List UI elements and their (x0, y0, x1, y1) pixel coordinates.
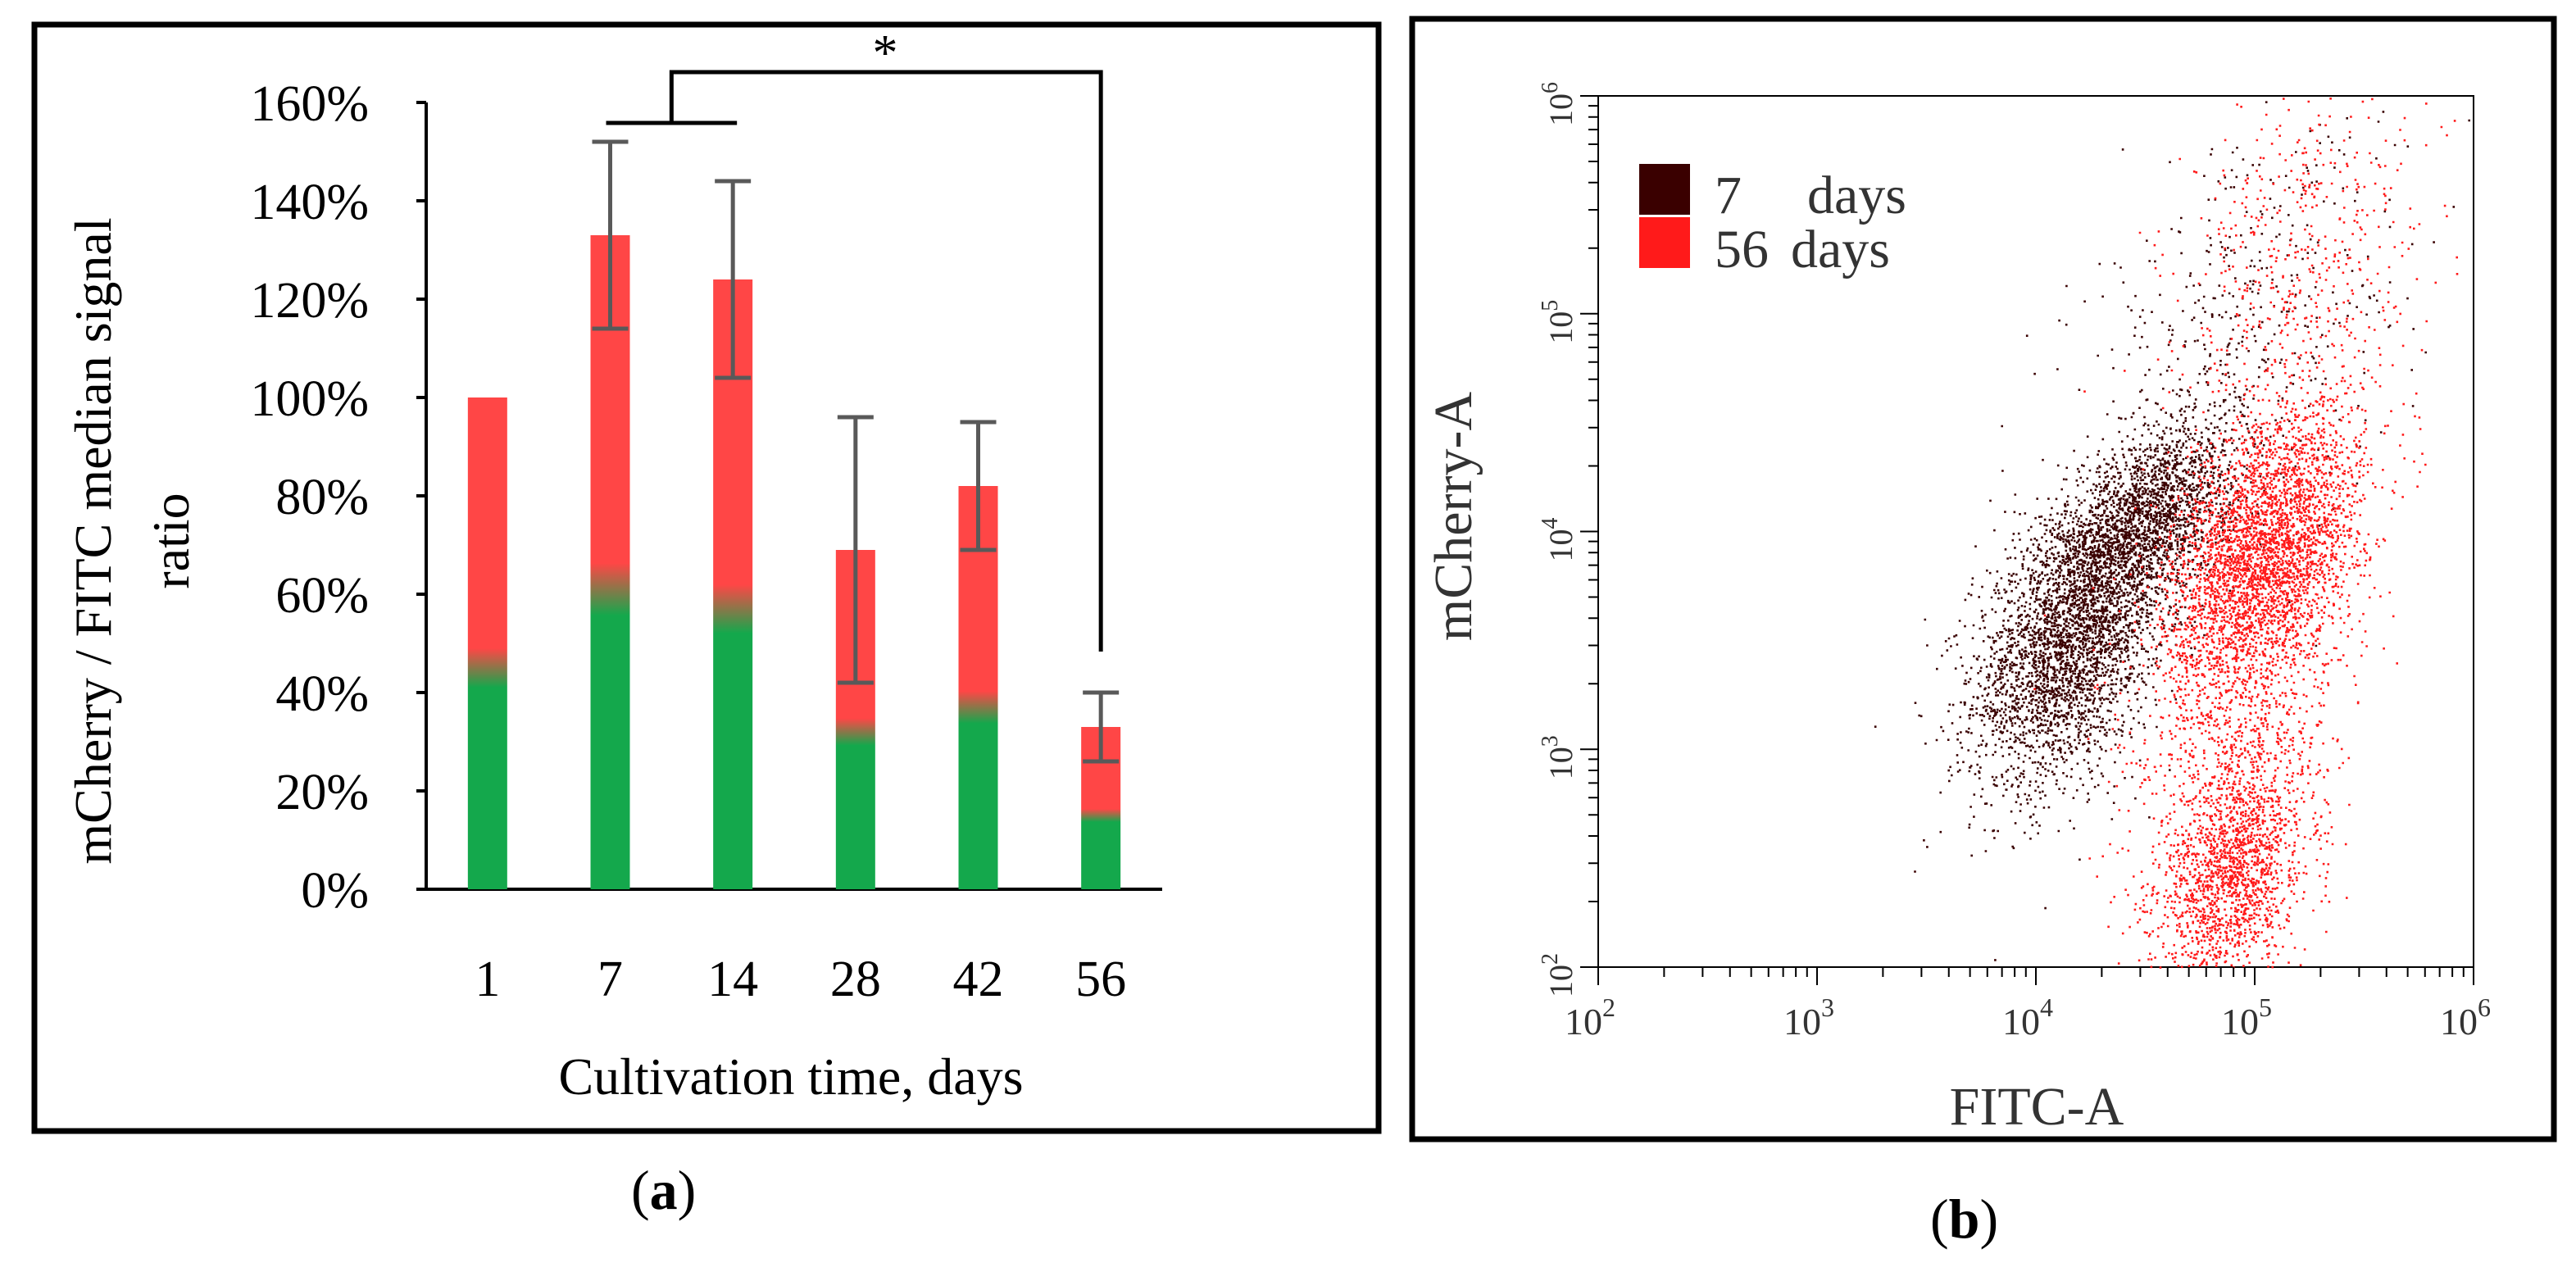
x-tick-label: 28 (830, 952, 881, 1007)
x-tick-label: 56 (1075, 952, 1126, 1007)
legend-7-days-unit: days (1807, 166, 1906, 225)
panel-a: mCherry / FITC median signal ratio Culti… (31, 21, 1382, 1134)
panel-a-caption: (a) (631, 1159, 696, 1221)
x-tick-label: 7 (597, 952, 623, 1007)
bar-day-7 (590, 235, 630, 889)
significance-marker: * (873, 25, 898, 81)
scatter-points (1874, 98, 2470, 969)
panel-a-xlabel: Cultivation time, days (558, 1047, 1023, 1106)
panel-b-caption: (b) (1930, 1188, 1998, 1250)
panel-a-caption-open: ( (631, 1159, 650, 1221)
x-tick-label: 14 (707, 952, 758, 1007)
y-tick-label: 100% (250, 371, 369, 427)
panel-b-caption-close: ) (1979, 1188, 1998, 1250)
legend-7-days-number: 7 (1715, 166, 1742, 225)
legend-56-days-number: 56 (1715, 220, 1769, 279)
bar-day-42 (958, 486, 998, 889)
y-tick-label: 140% (250, 175, 369, 230)
y-tick-label: 105 (1538, 300, 1579, 344)
panel-b-caption-letter: b (1949, 1188, 1980, 1250)
panel-a-frame (31, 21, 1382, 1134)
y-tick-label: 104 (1538, 518, 1579, 562)
scatter-points-path (1874, 101, 2470, 961)
panel-a-caption-letter: a (650, 1159, 678, 1221)
series-7-days (1874, 101, 2470, 961)
legend-swatch-7-days (1639, 164, 1690, 215)
x-tick-label: 103 (1783, 993, 1834, 1043)
y-tick-label: 120% (250, 273, 369, 329)
y-tick-label: 160% (250, 76, 369, 132)
series-56-days (2033, 98, 2459, 969)
y-tick-label: 102 (1538, 953, 1579, 997)
legend-label-56-days: 56 days (1715, 220, 1890, 279)
legend-56-days-unit: days (1791, 220, 1890, 279)
legend-swatch-56-days (1639, 217, 1690, 268)
legend: 7 days 56 days (1639, 164, 1906, 279)
y-tick-label: 80% (275, 470, 369, 525)
panel-a-ylabel-line2: ratio (142, 493, 200, 588)
y-tick-label: 103 (1538, 735, 1579, 779)
bar-day-14 (713, 279, 753, 889)
panel-b-xlabel: FITC-A (1950, 1077, 2124, 1137)
panel-b: 102 103 104 105 106 102 103 104 105 106 FITC-A mC… (1409, 16, 2557, 1142)
panel-a-ylabel-line1: mCherry / FITC median signal (64, 217, 122, 864)
x-tick-label: 106 (2440, 993, 2491, 1043)
panel-b-ylabel: mCherry-A (1424, 392, 1483, 642)
significance-bracket (606, 70, 1103, 652)
y-tick-label: 20% (275, 765, 369, 820)
bar-day-1 (467, 397, 507, 889)
x-tick-label: 1 (475, 952, 500, 1007)
panel-b-frame (1409, 16, 2557, 1142)
x-tick-label: 102 (1565, 993, 1615, 1043)
y-tick-label: 0% (301, 863, 369, 919)
x-tick-label: 104 (2002, 993, 2053, 1043)
legend-label-7-days: 7 days (1715, 166, 1906, 225)
panel-a-caption-close: ) (678, 1159, 697, 1221)
y-tick-label: 60% (275, 568, 369, 624)
x-tick-label: 105 (2221, 993, 2272, 1043)
scatter-points-path (2033, 98, 2459, 969)
y-tick-label: 106 (1538, 82, 1579, 126)
x-tick-label: 42 (953, 952, 1004, 1007)
axis-ticks (1580, 95, 2474, 985)
y-tick-label: 40% (275, 666, 369, 722)
panel-b-caption-open: ( (1930, 1188, 1949, 1250)
